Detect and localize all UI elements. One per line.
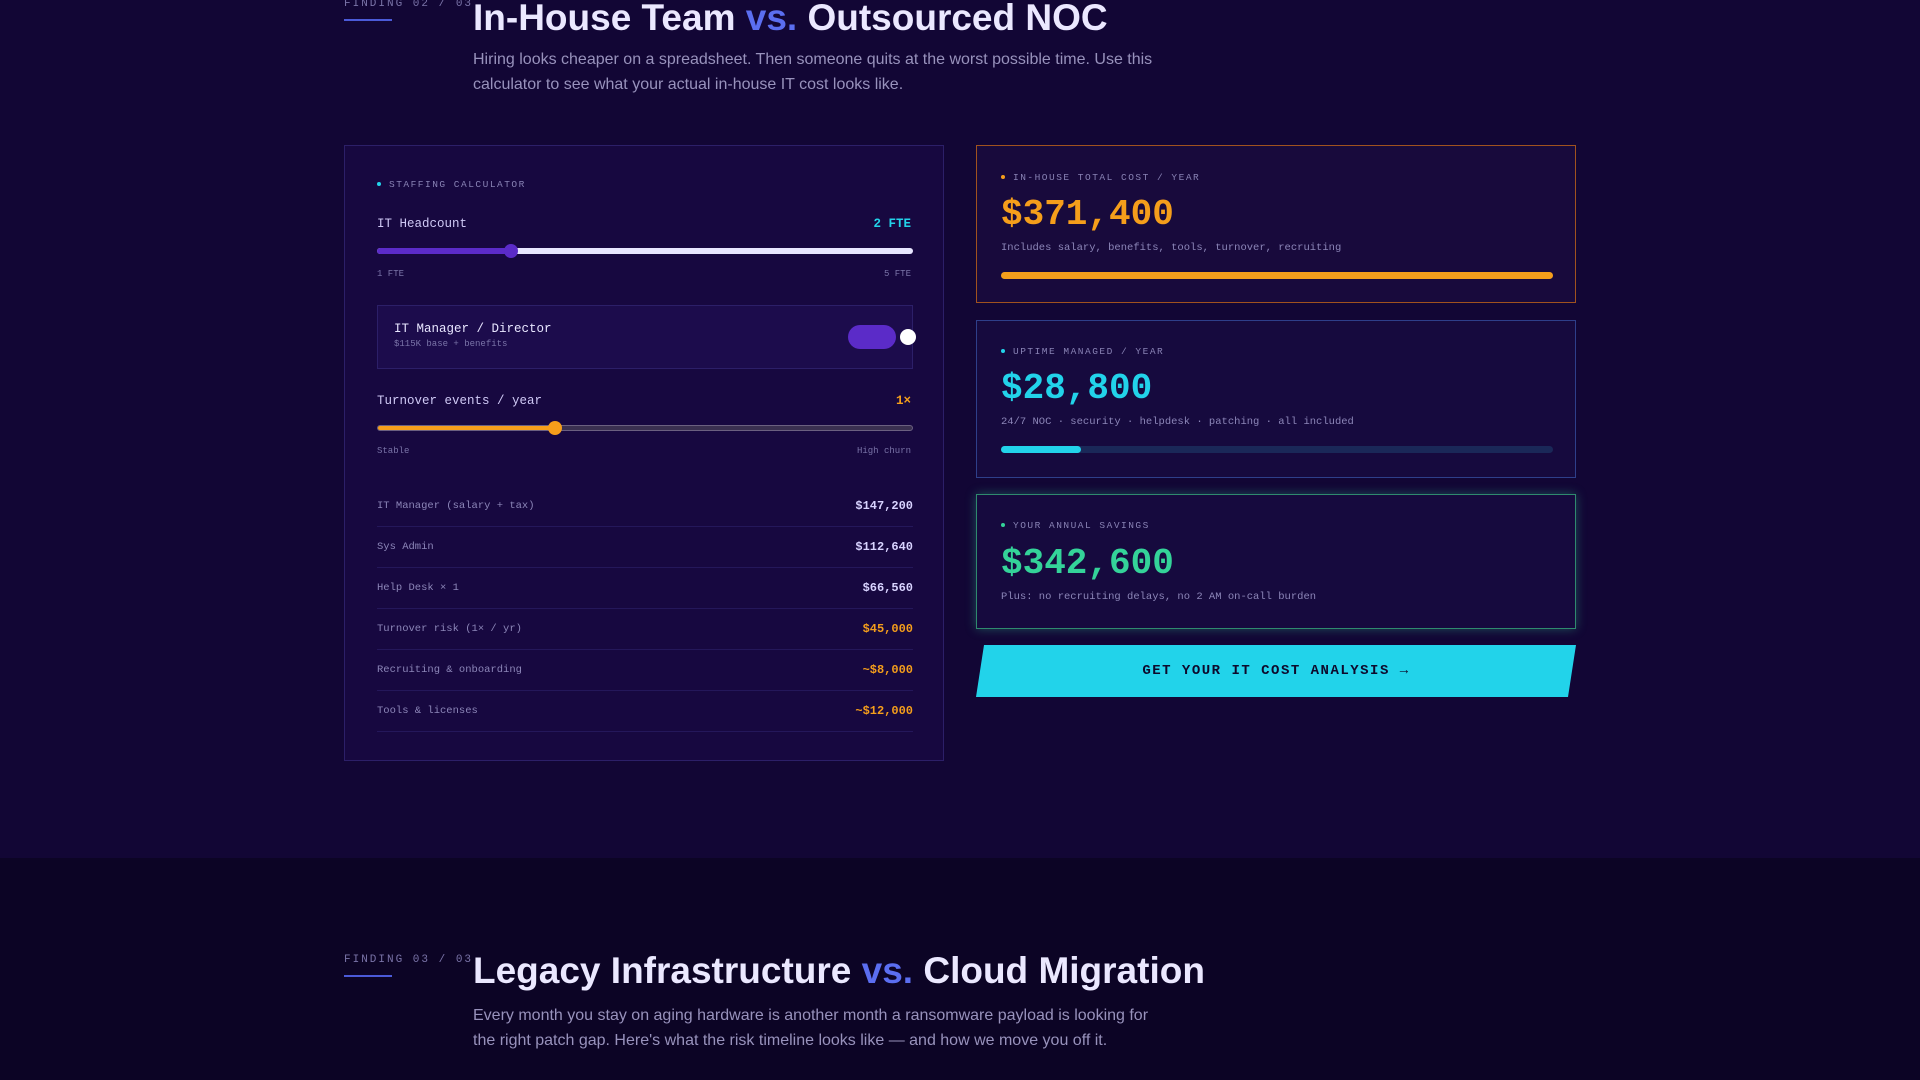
- section-subtitle: Hiring looks cheaper on a spreadsheet. T…: [473, 51, 1153, 93]
- savings-card-label-text: YOUR ANNUAL SAVINGS: [1013, 520, 1150, 531]
- headcount-max-label: 5 FTE: [883, 269, 911, 279]
- turnover-slider-fill: [378, 426, 555, 430]
- cost-row-value: ~$8,000: [862, 663, 913, 677]
- bullet-dot-icon: [1001, 523, 1005, 528]
- heading-part-a: Legacy Infrastructure: [473, 950, 852, 991]
- uptime-cost-bar: [1001, 446, 1553, 453]
- cost-row-label: IT Manager (salary + tax): [377, 500, 535, 512]
- manager-toggle-row: IT Manager / Director $115K base + benef…: [377, 305, 916, 369]
- turnover-max-label: High churn: [856, 446, 911, 456]
- cost-row-value: $45,000: [862, 622, 913, 636]
- annual-savings-card: YOUR ANNUAL SAVINGS $342,600 Plus: no re…: [976, 494, 1576, 629]
- finding-3-section: FINDING 03 / 03 Legacy Infrastructure vs…: [0, 858, 1920, 1080]
- savings-note: Plus: no recruiting delays, no 2 AM on-c…: [1001, 591, 1317, 603]
- calculator-label: STAFFING CALCULATOR: [377, 179, 526, 190]
- cost-row-value: $147,200: [855, 499, 913, 513]
- section-heading: In-House Team vs. Outsourced NOC: [473, 0, 1108, 39]
- cost-row: Help Desk × 1 $66,560: [377, 568, 913, 609]
- turnover-label: Turnover events / year: [377, 394, 543, 408]
- bullet-dot-icon: [377, 182, 381, 187]
- turnover-slider-thumb[interactable]: [547, 421, 562, 435]
- headcount-value: 2 FTE: [873, 217, 911, 231]
- cost-row: Recruiting & onboarding ~$8,000: [377, 650, 913, 691]
- inhouse-cost-card: IN-HOUSE TOTAL COST / YEAR $371,400 Incl…: [976, 145, 1576, 303]
- cost-row: Turnover risk (1× / yr) $45,000: [377, 609, 913, 650]
- finding-underline: [344, 975, 392, 977]
- section-heading: Legacy Infrastructure vs. Cloud Migratio…: [473, 950, 1205, 992]
- headcount-slider[interactable]: [377, 244, 913, 258]
- savings-amount: $342,600: [1001, 543, 1174, 584]
- uptime-card-label: UPTIME MANAGED / YEAR: [1001, 346, 1164, 357]
- cost-row-label: Turnover risk (1× / yr): [377, 623, 522, 635]
- inhouse-cost-amount: $371,400: [1001, 194, 1174, 235]
- uptime-cost-amount: $28,800: [1001, 368, 1153, 409]
- manager-toggle-subtitle: $115K base + benefits: [394, 339, 508, 349]
- turnover-slider[interactable]: [377, 421, 913, 435]
- headcount-slider-fill: [377, 248, 511, 254]
- uptime-cost-bar-fill: [1001, 446, 1082, 453]
- inhouse-card-label-text: IN-HOUSE TOTAL COST / YEAR: [1013, 172, 1201, 183]
- heading-part-b: Cloud Migration: [923, 950, 1205, 991]
- inhouse-card-label: IN-HOUSE TOTAL COST / YEAR: [1001, 172, 1200, 183]
- staffing-calculator-panel: STAFFING CALCULATOR IT Headcount 2 FTE 1…: [344, 145, 944, 761]
- finding-2-section: FINDING 02 / 03 In-House Team vs. Outsou…: [344, 0, 1576, 761]
- turnover-value: 1×: [895, 394, 911, 408]
- uptime-card-label-text: UPTIME MANAGED / YEAR: [1013, 346, 1165, 357]
- heading-vs: vs.: [745, 0, 798, 38]
- section-subtitle: Every month you stay on aging hardware i…: [473, 1007, 1149, 1049]
- finding-underline: [344, 19, 392, 21]
- headcount-min-label: 1 FTE: [377, 269, 405, 279]
- cost-row-label: Recruiting & onboarding: [377, 664, 522, 676]
- finding-tag: FINDING 02 / 03: [344, 0, 474, 10]
- inhouse-cost-bar-fill: [1001, 272, 1553, 279]
- manager-toggle-knob[interactable]: [900, 329, 916, 345]
- cost-row-value: $66,560: [862, 581, 913, 595]
- headcount-label: IT Headcount: [377, 217, 468, 231]
- heading-part-a: In-House Team: [473, 0, 736, 38]
- cost-row: Sys Admin $112,640: [377, 527, 913, 568]
- uptime-cost-card: UPTIME MANAGED / YEAR $28,800 24/7 NOC ·…: [976, 320, 1576, 478]
- cost-analysis-cta-button[interactable]: GET YOUR IT COST ANALYSIS →: [976, 645, 1576, 697]
- manager-toggle-switch[interactable]: [848, 325, 896, 349]
- savings-card-label: YOUR ANNUAL SAVINGS: [1001, 520, 1150, 531]
- cost-row-label: Help Desk × 1: [377, 582, 459, 594]
- calculator-label-text: STAFFING CALCULATOR: [389, 179, 526, 190]
- bullet-dot-icon: [1001, 175, 1005, 180]
- cost-row-label: Tools & licenses: [377, 705, 478, 717]
- uptime-cost-note: 24/7 NOC · security · helpdesk · patchin…: [1001, 416, 1354, 428]
- turnover-min-label: Stable: [377, 446, 410, 456]
- heading-part-b: Outsourced NOC: [807, 0, 1108, 38]
- inhouse-cost-note: Includes salary, benefits, tools, turnov…: [1001, 242, 1342, 254]
- inhouse-cost-bar: [1001, 272, 1553, 279]
- cost-row-value: $112,640: [855, 540, 913, 554]
- finding-tag: FINDING 03 / 03: [344, 954, 474, 966]
- cost-row: Tools & licenses ~$12,000: [377, 691, 913, 732]
- headcount-slider-thumb[interactable]: [504, 244, 518, 258]
- heading-vs: vs.: [861, 950, 914, 991]
- cost-row-label: Sys Admin: [377, 541, 434, 553]
- cost-row: IT Manager (salary + tax) $147,200: [377, 486, 913, 527]
- manager-toggle-title: IT Manager / Director: [394, 322, 552, 336]
- cost-row-value: ~$12,000: [855, 704, 913, 718]
- bullet-dot-icon: [1001, 349, 1005, 354]
